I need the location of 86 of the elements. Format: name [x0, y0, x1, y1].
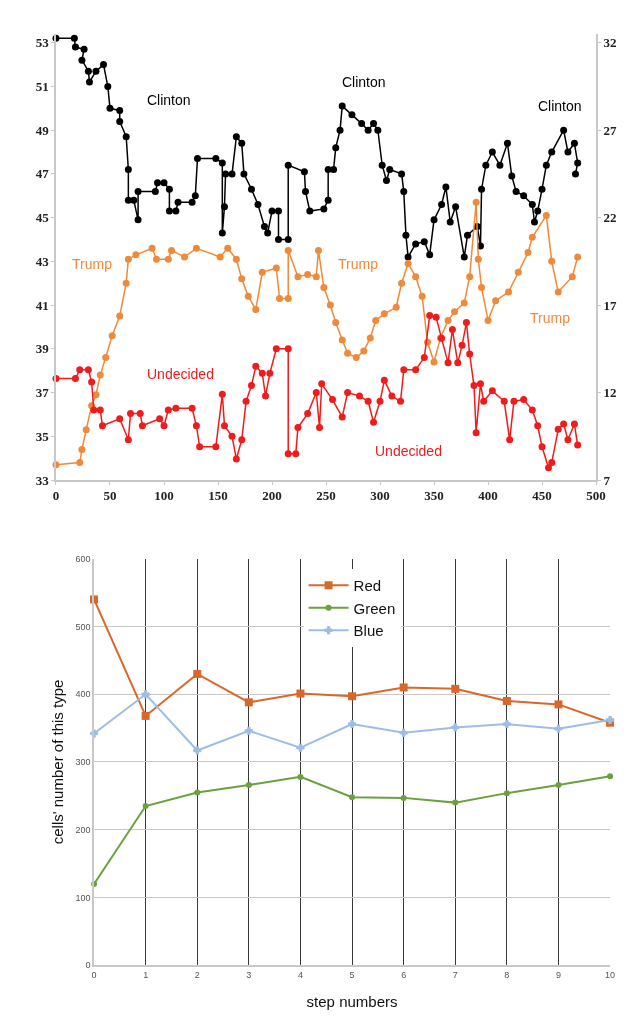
point	[503, 790, 510, 797]
x-tick-label: 1	[143, 969, 149, 980]
y-tick-label: 39	[35, 341, 50, 357]
point	[244, 726, 253, 735]
x-tick-label: 5	[349, 969, 355, 980]
x-tick-label: 10	[605, 969, 616, 980]
x-tick-label: 450	[532, 488, 552, 504]
y-tick-label: 600	[75, 553, 91, 564]
x-tick-label: 100	[154, 488, 174, 504]
x-tick-label: 150	[208, 488, 228, 504]
y-tick-label: 200	[75, 824, 91, 835]
y-tick-label: 400	[75, 689, 91, 700]
x-tick-label: 250	[316, 488, 336, 504]
y-tick-label: 100	[75, 892, 91, 903]
point	[554, 724, 563, 733]
x-tick-label: 400	[478, 488, 498, 504]
point	[399, 728, 408, 737]
annotation: Trump	[530, 310, 571, 326]
legend-label: Red	[353, 577, 382, 595]
y-tick-label: 45	[35, 210, 50, 226]
y2-tick-label: 12	[603, 385, 617, 401]
annotation: Trump	[338, 256, 379, 272]
y-tick-label: 41	[35, 297, 49, 313]
point	[141, 690, 150, 699]
annotation: Trump	[72, 256, 113, 272]
annotation: Clinton	[147, 92, 191, 108]
point	[194, 789, 201, 796]
x-tick-label: 200	[262, 488, 282, 504]
legend-label: Blue	[353, 622, 384, 640]
point	[451, 684, 460, 693]
y-tick-label: 0	[85, 960, 91, 971]
y-tick-label: 33	[35, 472, 50, 488]
point	[141, 711, 150, 720]
x-tick-label: 2	[194, 969, 200, 980]
y2-tick-label: 27	[603, 122, 617, 138]
x-tick-label: 4	[297, 969, 303, 980]
annotation: Clinton	[538, 98, 582, 114]
annotation: Undecided	[375, 443, 442, 459]
point	[296, 743, 305, 752]
y2-tick-label: 7	[603, 472, 611, 488]
point	[347, 719, 357, 729]
annotation: Clinton	[342, 74, 386, 90]
annotation: Undecided	[147, 366, 214, 382]
x-tick-label: 500	[586, 488, 606, 504]
point	[452, 799, 459, 806]
x-axis-title: step numbers	[306, 993, 398, 1011]
y-tick-label: 37	[35, 385, 50, 401]
point	[502, 719, 511, 729]
point	[349, 794, 356, 801]
y2-tick-label: 17	[603, 297, 617, 313]
y2-tick-label: 22	[603, 210, 617, 226]
y-tick-label: 35	[35, 428, 50, 444]
y-tick-label: 300	[75, 757, 91, 768]
y-tick-label: 53	[35, 35, 50, 51]
point	[400, 794, 407, 801]
x-tick-label: 50	[103, 488, 117, 504]
x-tick-label: 8	[504, 969, 510, 980]
legend-label: Green	[353, 599, 396, 617]
point	[348, 692, 357, 701]
y-tick-label: 500	[75, 621, 91, 632]
y-tick-label: 43	[35, 253, 50, 269]
point	[193, 746, 202, 755]
x-tick-label: 7	[452, 969, 458, 980]
point	[451, 723, 460, 732]
point	[399, 683, 408, 692]
x-tick-label: 9	[555, 969, 561, 980]
x-tick-label: 6	[401, 969, 407, 980]
y-axis-title: cells' number of this type	[49, 679, 67, 845]
point	[244, 698, 253, 707]
point	[554, 700, 563, 709]
x-tick-label: 0	[52, 488, 60, 504]
point	[193, 669, 202, 678]
point	[502, 697, 511, 706]
y-tick-label: 47	[35, 166, 50, 182]
y2-tick-label: 32	[603, 35, 617, 51]
point	[607, 773, 614, 780]
y-tick-label: 49	[35, 122, 50, 138]
x-tick-label: 3	[246, 969, 252, 980]
x-tick-label: 300	[370, 488, 390, 504]
y-tick-label: 51	[35, 78, 49, 94]
point	[297, 773, 304, 780]
point	[245, 782, 252, 788]
point	[296, 689, 305, 698]
x-tick-label: 350	[424, 488, 444, 504]
point	[142, 803, 149, 809]
point	[555, 782, 562, 788]
